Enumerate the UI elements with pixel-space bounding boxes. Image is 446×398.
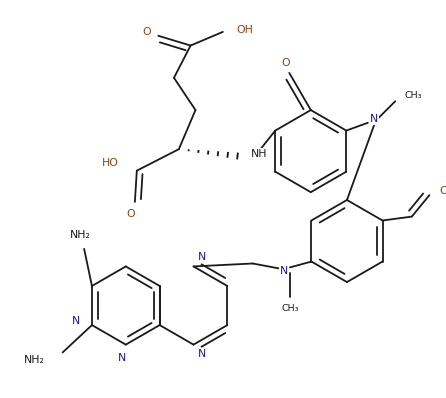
Text: O: O — [281, 58, 290, 68]
Text: O: O — [439, 186, 446, 196]
Text: NH: NH — [251, 149, 268, 159]
Text: N: N — [198, 349, 206, 359]
Text: OH: OH — [236, 25, 253, 35]
Text: N: N — [118, 353, 126, 363]
Text: N: N — [280, 266, 288, 276]
Text: O: O — [127, 209, 135, 219]
Text: N: N — [370, 114, 378, 124]
Text: NH₂: NH₂ — [24, 355, 45, 365]
Text: N: N — [198, 252, 206, 261]
Text: NH₂: NH₂ — [70, 230, 91, 240]
Text: CH₃: CH₃ — [281, 304, 299, 313]
Text: O: O — [142, 27, 151, 37]
Text: HO: HO — [103, 158, 119, 168]
Text: N: N — [72, 316, 80, 326]
Text: CH₃: CH₃ — [405, 91, 422, 100]
